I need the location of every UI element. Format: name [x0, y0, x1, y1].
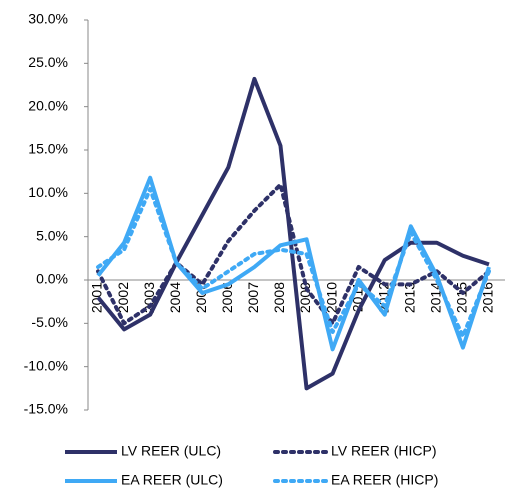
legend-label: EA REER (ULC) [121, 472, 223, 488]
legend-label: EA REER (HICP) [331, 472, 438, 488]
series-line [96, 76, 490, 391]
y-tick-label: 5.0% [36, 227, 68, 243]
x-tick-label: 2010 [323, 282, 339, 313]
y-tick-label: -10.0% [24, 357, 68, 373]
x-tick-label: 2004 [167, 282, 183, 313]
y-tick-label: -15.0% [24, 401, 68, 417]
x-tick-label: 2013 [401, 282, 417, 313]
y-tick-label: 0.0% [36, 271, 68, 287]
y-tick-label: 25.0% [28, 54, 68, 70]
y-tick-label: 10.0% [28, 184, 68, 200]
y-tick-label: 20.0% [28, 97, 68, 113]
x-tick-label: 2008 [271, 282, 287, 313]
legend-label: LV REER (HICP) [331, 443, 437, 459]
x-tick-label: 2002 [115, 282, 131, 313]
x-tick-label: 2001 [89, 282, 105, 313]
series-line [96, 182, 491, 326]
x-tick-label: 2006 [219, 282, 235, 313]
series-line [96, 187, 491, 339]
x-tick-label: 2007 [245, 282, 261, 313]
y-tick-label: -5.0% [31, 314, 68, 330]
y-tick-label: 15.0% [28, 141, 68, 157]
legend-label: LV REER (ULC) [121, 443, 221, 459]
y-tick-label: 30.0% [28, 11, 68, 27]
